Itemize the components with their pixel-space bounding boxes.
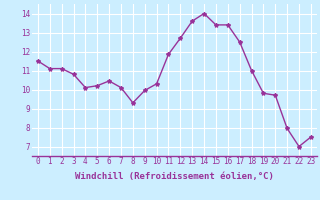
X-axis label: Windchill (Refroidissement éolien,°C): Windchill (Refroidissement éolien,°C) <box>75 172 274 181</box>
